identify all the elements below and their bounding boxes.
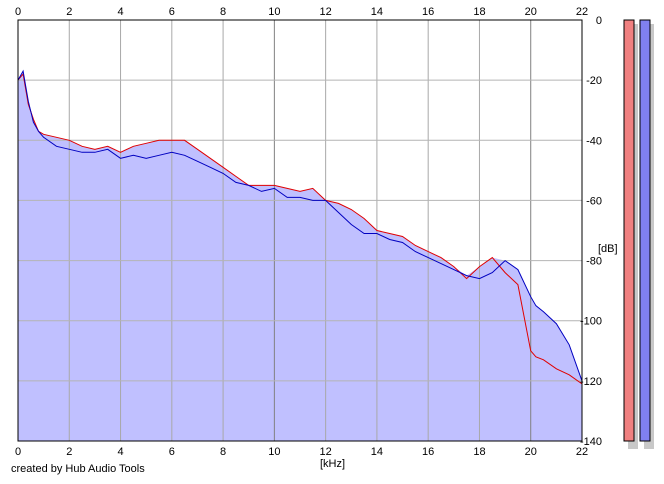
series-right-line	[17, 69, 583, 382]
y-tick-label: -80	[586, 256, 602, 268]
x-axis-label: [kHz]	[320, 458, 345, 470]
x-tick-label-top: 16	[422, 6, 434, 18]
x-tick-label-bottom: 6	[169, 446, 175, 458]
x-tick-label-bottom: 22	[576, 446, 588, 458]
x-tick-label-bottom: 14	[371, 446, 383, 458]
x-tick-label-bottom: 18	[473, 446, 485, 458]
x-tick-label-bottom: 0	[15, 446, 21, 458]
x-tick-label-top: 0	[15, 6, 21, 18]
x-tick-label-bottom: 8	[220, 446, 226, 458]
series-left-line	[17, 72, 583, 385]
y-tick-label: -140	[580, 436, 602, 448]
x-tick-label-bottom: 2	[66, 446, 72, 458]
y-tick-label: -60	[586, 195, 602, 207]
x-tick-label-top: 10	[268, 6, 280, 18]
x-tick-label-bottom: 20	[525, 446, 537, 458]
credit-text: created by Hub Audio Tools	[11, 463, 145, 475]
x-tick-label-bottom: 4	[117, 446, 123, 458]
x-tick-label-bottom: 10	[268, 446, 280, 458]
x-tick-label-top: 20	[525, 6, 537, 18]
y-tick-label: 0	[596, 15, 602, 27]
x-tick-label-top: 18	[473, 6, 485, 18]
x-tick-label-top: 4	[117, 6, 123, 18]
level-meter-right	[639, 19, 651, 442]
x-tick-label-top: 2	[66, 6, 72, 18]
plot-frame	[17, 19, 583, 442]
y-tick-label: -100	[580, 316, 602, 328]
x-tick-label-top: 6	[169, 6, 175, 18]
y-tick-label: -120	[580, 376, 602, 388]
x-tick-label-bottom: 12	[320, 446, 332, 458]
y-tick-label: -40	[586, 135, 602, 147]
x-tick-label-bottom: 16	[422, 446, 434, 458]
spectrum-area-fill	[18, 71, 582, 441]
level-meter-left	[623, 19, 635, 442]
y-tick-label: -20	[586, 75, 602, 87]
x-tick-label-top: 8	[220, 6, 226, 18]
y-axis-label: [dB]	[598, 243, 618, 255]
x-tick-label-top: 22	[576, 6, 588, 18]
x-tick-label-top: 14	[371, 6, 383, 18]
x-tick-label-top: 12	[320, 6, 332, 18]
